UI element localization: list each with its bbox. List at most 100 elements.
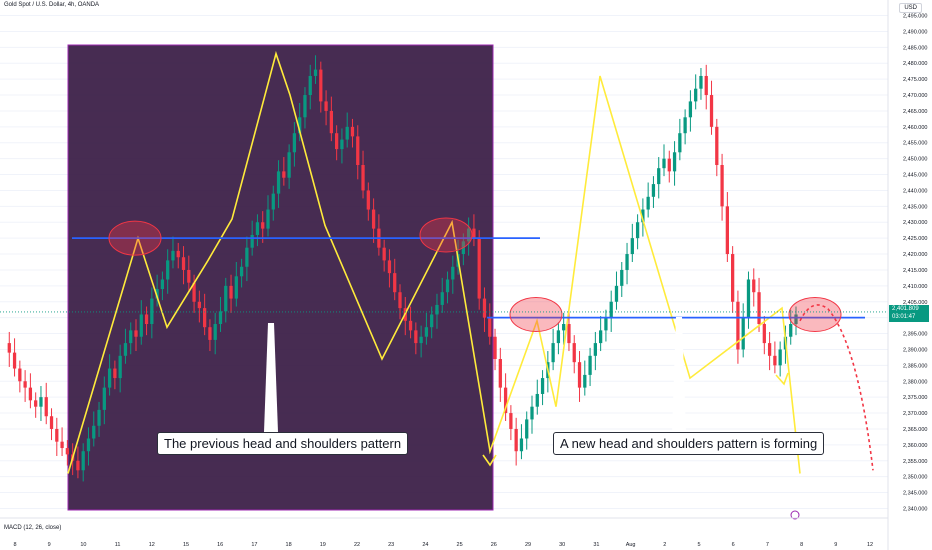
candle-body — [572, 343, 576, 363]
x-tick-label: 12 — [149, 542, 155, 548]
candle-body — [408, 320, 413, 331]
new-pattern-callout[interactable]: A new head and shoulders pattern is form… — [553, 432, 825, 455]
last-price-value: 2,401.809 — [892, 305, 919, 312]
candle-body — [794, 314, 798, 325]
y-tick-label: 2,485.000 — [903, 45, 927, 51]
y-tick-label: 2,435.000 — [903, 204, 927, 210]
candle-body — [18, 368, 22, 382]
x-tick-label: 25 — [457, 542, 463, 548]
y-tick-label: 2,445.000 — [903, 173, 927, 179]
y-tick-label: 2,370.000 — [903, 411, 927, 417]
shoulder-ellipse[interactable] — [108, 220, 162, 256]
candle-body — [134, 330, 138, 337]
x-tick-label: 5 — [697, 542, 700, 548]
y-tick-label: 2,495.000 — [903, 14, 927, 20]
candle-body — [731, 254, 735, 302]
candle-body — [144, 314, 149, 325]
candle-body — [298, 117, 302, 134]
candle-body — [662, 158, 666, 169]
y-tick-label: 2,420.000 — [903, 252, 927, 258]
candle-body — [287, 152, 291, 178]
candle-body — [340, 139, 344, 150]
x-tick-label: 26 — [491, 542, 497, 548]
candle-body — [155, 289, 159, 299]
candle-body — [123, 343, 128, 356]
x-tick-label: 24 — [422, 542, 428, 548]
y-tick-label: 2,455.000 — [903, 141, 927, 147]
candle-body — [630, 238, 634, 255]
candle-body — [187, 269, 191, 283]
candle-body — [229, 285, 233, 299]
event-marker-icon[interactable] — [790, 510, 800, 520]
y-tick-label: 2,425.000 — [903, 236, 927, 242]
candle-body — [60, 441, 64, 449]
candle-body — [308, 75, 312, 96]
candle-body — [393, 273, 397, 293]
indicator-label[interactable]: MACD (12, 26, close) — [4, 525, 62, 531]
candle-body — [282, 171, 286, 178]
candle-body — [746, 279, 751, 318]
candle-body — [646, 196, 650, 210]
last-price-tag: 2,401.809 03:01:47 — [889, 304, 929, 322]
candle-body — [313, 69, 318, 76]
callout-pointer — [672, 317, 686, 432]
previous-pattern-callout[interactable]: The previous head and shoulders pattern — [157, 432, 409, 455]
candle-body — [366, 190, 370, 210]
candle-body — [266, 209, 270, 229]
candle-body — [92, 425, 96, 439]
y-tick-label: 2,360.000 — [903, 443, 927, 449]
candle-body — [239, 266, 244, 277]
candle-body — [430, 314, 434, 328]
candle-body — [741, 317, 745, 350]
y-tick-label: 2,450.000 — [903, 157, 927, 163]
candle-body — [593, 343, 597, 356]
x-tick-label: 10 — [80, 542, 86, 548]
candle-body — [224, 285, 228, 312]
y-tick-label: 2,385.000 — [903, 363, 927, 369]
candle-body — [65, 448, 69, 455]
candle-body — [699, 75, 703, 89]
y-tick-label: 2,415.000 — [903, 268, 927, 274]
currency-selector[interactable]: USD — [899, 3, 922, 13]
candle-body — [609, 301, 613, 318]
candle-body — [208, 327, 212, 340]
candle-body — [86, 438, 91, 452]
candle-body — [361, 165, 365, 191]
x-tick-label: 18 — [286, 542, 292, 548]
y-tick-label: 2,405.000 — [903, 300, 927, 306]
candle-body — [715, 126, 719, 166]
candle-body — [414, 330, 418, 344]
candle-body — [540, 378, 545, 394]
x-tick-label: 23 — [388, 542, 394, 548]
candle-body — [303, 95, 307, 118]
shoulder-ellipse[interactable] — [419, 217, 473, 253]
forecast-dashed-curve — [799, 304, 874, 471]
candle-body — [192, 282, 196, 302]
candle-body — [667, 158, 671, 172]
candle-body — [445, 279, 450, 293]
x-tick-label: 30 — [559, 542, 565, 548]
shoulder-ellipse[interactable] — [509, 296, 563, 332]
candle-body — [657, 168, 661, 185]
candle-body — [234, 276, 238, 299]
candle-body — [356, 136, 360, 166]
candle-body — [139, 314, 143, 337]
candle-body — [203, 308, 207, 328]
candle-body — [129, 330, 133, 344]
candle-body — [477, 238, 481, 299]
candle-body — [688, 101, 693, 118]
shoulder-ellipse[interactable] — [788, 296, 842, 332]
candle-body — [245, 247, 249, 267]
symbol-title: Gold Spot / U.S. Dollar, 4h, OANDA — [4, 2, 100, 8]
candle-body — [567, 324, 571, 344]
candle-body — [440, 292, 444, 305]
candle-body — [419, 336, 423, 344]
candle-body — [752, 279, 756, 293]
candle-body — [588, 355, 592, 375]
candle-body — [482, 298, 487, 318]
candle-body — [535, 393, 539, 407]
y-tick-label: 2,350.000 — [903, 475, 927, 481]
candle-body — [551, 343, 555, 363]
